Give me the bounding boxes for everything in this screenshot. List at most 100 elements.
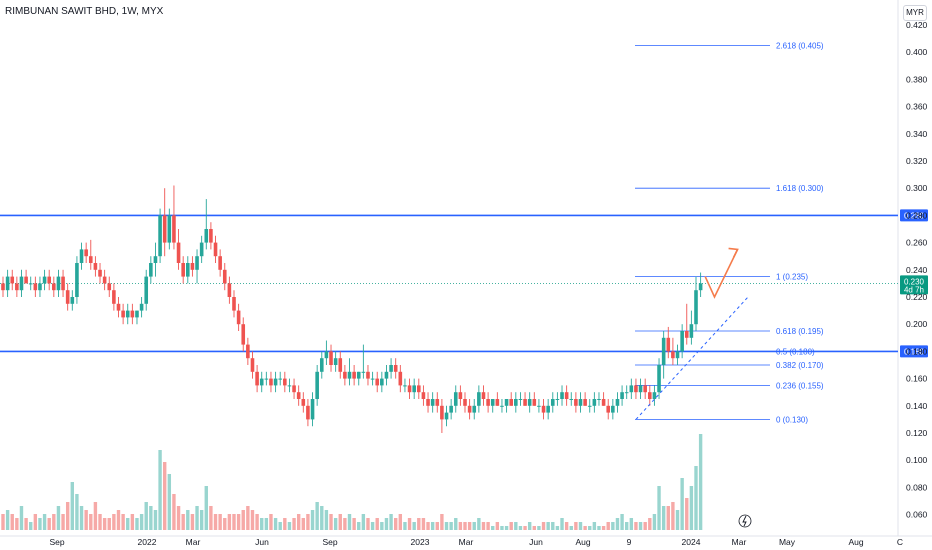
volume-bar [352, 518, 356, 530]
currency-button[interactable]: MYR [903, 5, 927, 21]
volume-bar [592, 522, 597, 530]
price-tick-label: 0.320 [906, 156, 928, 166]
candle-body [661, 337, 666, 365]
price-tick-label: 0.240 [906, 265, 928, 275]
candle-body [560, 392, 564, 399]
volume-bar [10, 514, 14, 530]
volume-bar [454, 518, 458, 530]
volume-bar [504, 526, 509, 530]
volume-bar [657, 486, 661, 530]
volume-bar [24, 518, 28, 530]
fib-label: 2.618 (0.405) [776, 41, 824, 50]
time-tick-label: Aug [575, 537, 590, 547]
volume-bar [541, 522, 546, 530]
volume-bar [426, 522, 430, 530]
candle-body [283, 378, 287, 386]
volume-bar [241, 510, 245, 530]
volume-bar [680, 478, 684, 530]
volume-bar [578, 522, 583, 530]
volume-bar [181, 514, 185, 530]
replay-icon[interactable] [738, 514, 752, 528]
candle-body [412, 385, 416, 393]
volume-bar [260, 518, 264, 530]
candle-body [666, 337, 671, 352]
candle-body [453, 392, 458, 406]
volume-bar [407, 518, 412, 530]
candle-body [375, 378, 380, 386]
volume-bar [93, 502, 98, 530]
candle-body [569, 399, 574, 400]
projection-arrowhead [728, 247, 739, 258]
volume-bar [509, 522, 513, 530]
candle-body [33, 283, 38, 291]
price-tick-label: 0.140 [906, 401, 928, 411]
candle-body [107, 283, 112, 291]
time-tick-label: Jun [255, 537, 269, 547]
volume-bar [310, 510, 315, 530]
projection-drawing[interactable] [635, 247, 749, 420]
candle-body [70, 297, 75, 304]
volume-bar [551, 522, 555, 530]
volume-bar [112, 514, 116, 530]
candle-body [472, 405, 477, 413]
trend-dashed-line [635, 296, 749, 420]
price-tick-label: 0.360 [906, 102, 928, 112]
candle-body [47, 276, 51, 284]
volume-bar [444, 522, 449, 530]
volume-bar [588, 526, 592, 530]
candle-body [301, 399, 306, 406]
candle-body [56, 276, 61, 291]
volume-bar [190, 514, 195, 530]
candle-body [61, 276, 65, 291]
candle-body [343, 371, 347, 379]
candle-body [162, 215, 167, 243]
price-tick-label: 0.220 [906, 292, 928, 302]
time-tick-label: 2024 [682, 537, 701, 547]
candle-body [624, 392, 629, 394]
volume-bar [153, 510, 158, 530]
volume-bar [569, 526, 573, 530]
candle-body [564, 392, 569, 399]
volume-bar [209, 506, 213, 530]
time-axis[interactable]: Sep 2022 Mar Jun Sep 2023 Mar Jun Aug 9 2024 Mar May… [49, 537, 903, 547]
volume-bar [527, 522, 532, 530]
candle-body [199, 242, 204, 257]
candle-body [643, 385, 647, 393]
price-axis[interactable]: 0.420 0.400 0.380 0.360 0.340 0.320 0.300 0.280… [906, 20, 928, 520]
volume-bar [195, 506, 199, 530]
time-tick-label: Sep [49, 537, 64, 547]
volume-bar [518, 526, 523, 530]
volume-bar [555, 526, 560, 530]
volume-bar [172, 494, 176, 530]
candle-body [222, 269, 227, 284]
candle-body [694, 290, 698, 325]
candle-body [38, 283, 42, 291]
candle-body [135, 310, 139, 318]
volume-bar [269, 514, 273, 530]
candle-body [190, 263, 195, 270]
candle-body [292, 385, 296, 393]
volume-bar [283, 518, 287, 530]
candle-body [10, 276, 15, 284]
candle-body [389, 365, 393, 372]
volume-bar [273, 518, 278, 530]
volume-bar [1, 514, 5, 530]
level-price-label: 0.180 [904, 347, 925, 356]
candle-body [246, 344, 250, 359]
volume-bar [144, 502, 148, 530]
candle-body [648, 392, 652, 399]
volume-bar [65, 502, 70, 530]
volume-bar [264, 518, 269, 530]
candle-body [671, 351, 675, 359]
volume-bar [661, 506, 666, 530]
volume-bar [213, 514, 218, 530]
volume-bar [435, 522, 439, 530]
volume-bar [278, 522, 282, 530]
countdown-label: 4d 7h [904, 285, 924, 294]
volume-bar [121, 514, 125, 530]
volume-bar [486, 522, 490, 530]
time-tick-label: Aug [848, 537, 863, 547]
volume-bar [15, 518, 19, 530]
